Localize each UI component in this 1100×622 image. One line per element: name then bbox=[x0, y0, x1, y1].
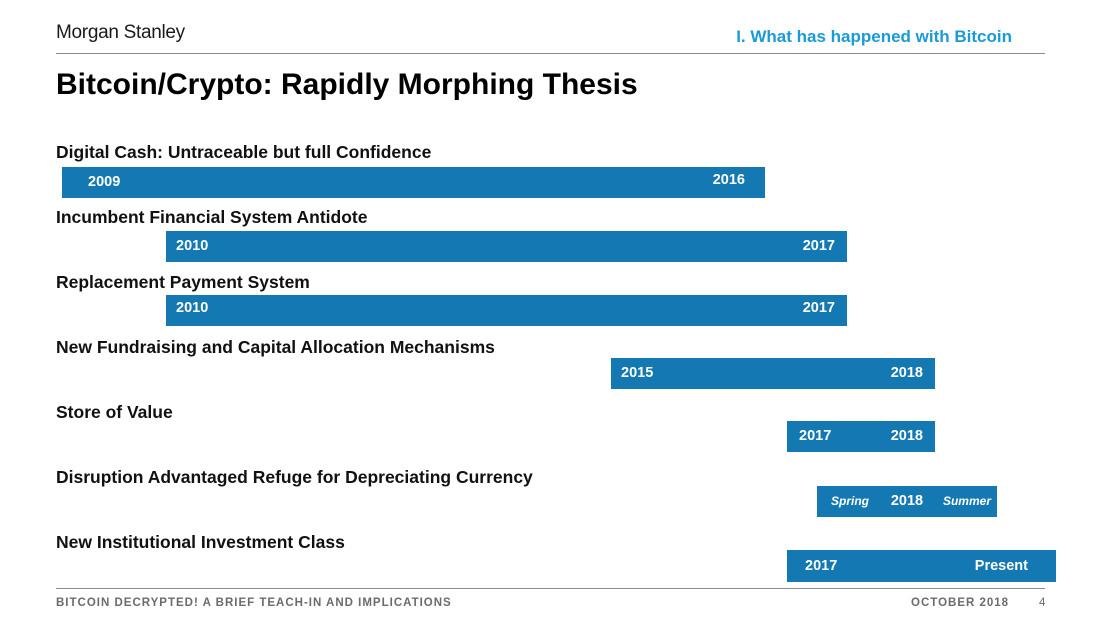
section-title: I. What has happened with Bitcoin bbox=[736, 27, 1012, 46]
row-label-refuge-currency: Disruption Advantaged Refuge for Depreci… bbox=[56, 467, 533, 487]
row-label-store-of-value: Store of Value bbox=[56, 402, 173, 422]
bar-start-label: 2010 bbox=[176, 300, 209, 316]
bar-end-label: 2017 bbox=[802, 300, 835, 316]
row-label-fundraising: New Fundraising and Capital Allocation M… bbox=[56, 337, 495, 357]
timeline-bar-store-of-value: 2017 2018 bbox=[787, 421, 935, 452]
row-label-financial-system-antidote: Incumbent Financial System Antidote bbox=[56, 207, 368, 227]
top-divider bbox=[56, 53, 1045, 54]
timeline-bar-digital-cash: 2009 2016 bbox=[62, 167, 765, 198]
bar-end-label: 2018 bbox=[890, 428, 923, 444]
timeline-bar-refuge-currency: Spring 2018 Summer bbox=[817, 486, 997, 517]
row-label-institutional-class: New Institutional Investment Class bbox=[56, 532, 345, 552]
page-number: 4 bbox=[1039, 597, 1046, 609]
bar-end-label: 2017 bbox=[802, 238, 835, 254]
timeline-bar-institutional-class: 2017 Present bbox=[787, 550, 1056, 582]
timeline-bar-fundraising: 2015 2018 bbox=[611, 358, 935, 389]
timeline-bar-financial-system-antidote: 2010 2017 bbox=[166, 231, 847, 262]
row-label-replacement-payment: Replacement Payment System bbox=[56, 272, 310, 292]
bar-mid-label: 2018 bbox=[890, 493, 924, 509]
bottom-divider bbox=[56, 588, 1045, 589]
bar-end-label: Present bbox=[974, 558, 1028, 574]
bar-start-label: 2017 bbox=[799, 428, 832, 444]
bar-end-label: 2018 bbox=[890, 365, 923, 381]
bar-start-label: 2015 bbox=[621, 365, 654, 381]
bar-start-label: 2010 bbox=[176, 238, 209, 254]
bar-start-label: 2009 bbox=[88, 174, 121, 190]
bar-start-label: 2017 bbox=[805, 558, 838, 574]
bar-start-label: Spring bbox=[831, 494, 869, 508]
bar-end-label: Summer bbox=[942, 494, 991, 508]
footer-date: OCTOBER 2018 bbox=[911, 597, 1010, 609]
morgan-stanley-logo: Morgan Stanley bbox=[56, 22, 185, 43]
page-title: Bitcoin/Crypto: Rapidly Morphing Thesis bbox=[56, 68, 638, 101]
timeline-bar-replacement-payment: 2010 2017 bbox=[166, 295, 847, 326]
row-label-digital-cash: Digital Cash: Untraceable but full Confi… bbox=[56, 142, 432, 162]
bar-end-label: 2016 bbox=[712, 172, 745, 188]
footer-title: BITCOIN DECRYPTED! A BRIEF TEACH-IN AND … bbox=[56, 597, 452, 609]
